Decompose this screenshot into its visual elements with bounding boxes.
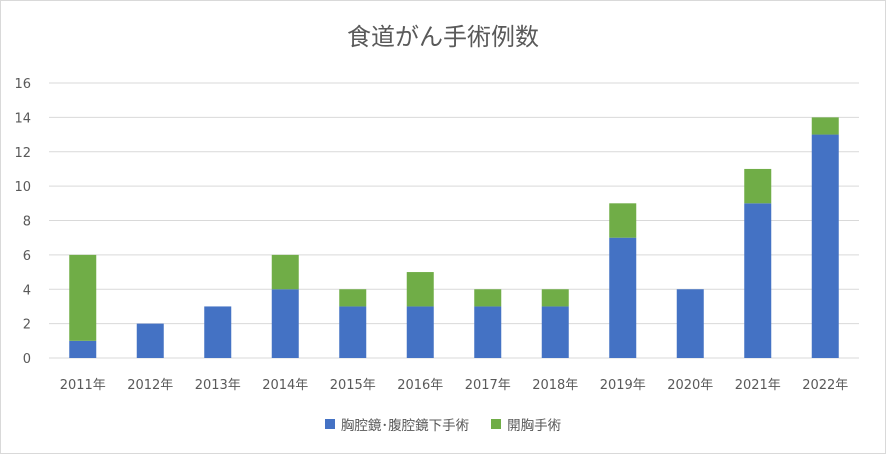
x-tick-label: 2015年 (330, 378, 376, 393)
y-tick-label: 8 (23, 215, 31, 230)
bar-open-surgery (339, 289, 367, 307)
bar-thoracoscopic (541, 306, 569, 358)
y-tick-label: 12 (14, 146, 31, 161)
gridlines (49, 82, 859, 359)
bar-thoracoscopic (136, 323, 164, 358)
bar-thoracoscopic (811, 134, 839, 358)
legend-label-thoracoscopic: 胸腔鏡･腹腔鏡下手術 (340, 418, 470, 434)
bar-open-surgery (69, 254, 97, 341)
bars (69, 117, 839, 358)
chart-title: 食道がん手術例数 (347, 23, 539, 51)
bar-open-surgery (609, 203, 637, 238)
bar-thoracoscopic (406, 306, 434, 358)
bar-thoracoscopic (69, 340, 97, 358)
bar-thoracoscopic (204, 306, 232, 358)
x-tick-label: 2022年 (802, 378, 848, 393)
x-tick-label: 2011年 (60, 378, 106, 393)
bar-thoracoscopic (744, 203, 772, 358)
x-tick-label: 2012年 (127, 378, 173, 393)
x-tick-label: 2014年 (262, 378, 308, 393)
bar-thoracoscopic (271, 289, 299, 358)
x-tick-label: 2021年 (735, 378, 781, 393)
bar-open-surgery (541, 289, 569, 307)
y-tick-label: 0 (23, 352, 31, 367)
legend-label-open-surgery: 開胸手術 (507, 418, 562, 434)
bar-thoracoscopic (474, 306, 502, 358)
bar-thoracoscopic (676, 289, 704, 358)
y-tick-label: 2 (23, 318, 31, 333)
bar-open-surgery (406, 272, 434, 307)
y-tick-label: 14 (14, 111, 31, 126)
legend-item-open-surgery: 開胸手術 (491, 414, 561, 434)
bar-open-surgery (271, 254, 299, 290)
bar-thoracoscopic (609, 237, 637, 358)
legend-item-thoracoscopic: 胸腔鏡･腹腔鏡下手術 (324, 414, 470, 434)
x-tick-label: 2020年 (667, 378, 713, 393)
x-tick-label: 2017年 (465, 378, 511, 393)
legend-swatch-thoracoscopic (324, 419, 335, 429)
bar-open-surgery (744, 168, 772, 204)
x-axis-ticks: 2011年 2012年 2013年 2014年 2015年 2016年 2017年 2018年… (60, 378, 849, 393)
y-tick-label: 6 (23, 249, 31, 264)
y-tick-label: 10 (14, 180, 31, 195)
legend: 胸腔鏡･腹腔鏡下手術 開胸手術 (1, 414, 885, 434)
x-tick-label: 2018年 (532, 378, 578, 393)
legend-swatch-open-surgery (491, 419, 502, 429)
bar-open-surgery (474, 289, 502, 307)
bar-open-surgery (811, 117, 839, 135)
x-tick-label: 2016年 (397, 378, 443, 393)
x-tick-label: 2013年 (195, 378, 241, 393)
y-tick-label: 4 (23, 283, 31, 298)
y-tick-label: 16 (14, 77, 31, 92)
x-tick-label: 2019年 (600, 378, 646, 393)
y-axis-ticks: 0 2 4 6 8 10 12 14 16 (14, 77, 31, 367)
bar-thoracoscopic (339, 306, 367, 358)
